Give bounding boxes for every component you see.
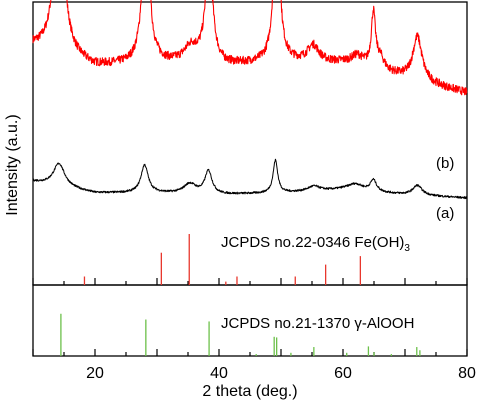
reference-label-feooh: JCPDS no.22-0346 Fe(OH)3: [221, 234, 410, 254]
series-layer: [32, 0, 468, 200]
y-axis-title: Intensity (a.u.): [4, 114, 21, 215]
series-line-a: [32, 158, 468, 200]
series-label-a: (a): [436, 205, 454, 222]
reference-label-feooh-main: JCPDS no.22-0346 Fe(OH): [221, 234, 404, 251]
series-label-b: (b): [436, 155, 454, 172]
x-tick-label: 40: [210, 365, 228, 382]
x-axis-title: 2 theta (deg.): [202, 383, 297, 400]
series-line-b: [32, 0, 468, 96]
x-tick-label: 80: [458, 365, 476, 382]
x-tick-label: 20: [86, 365, 104, 382]
reference-label-feooh-subscript: 3: [404, 243, 410, 254]
x-axis-ticks: [32, 278, 468, 356]
reference-label-alooh: JCPDS no.21-1370 γ-AlOOH: [221, 315, 414, 332]
x-tick-label: 60: [334, 365, 352, 382]
x-tick-labels: 20 40 60 80: [86, 365, 476, 382]
reference-layer: [60, 234, 421, 356]
